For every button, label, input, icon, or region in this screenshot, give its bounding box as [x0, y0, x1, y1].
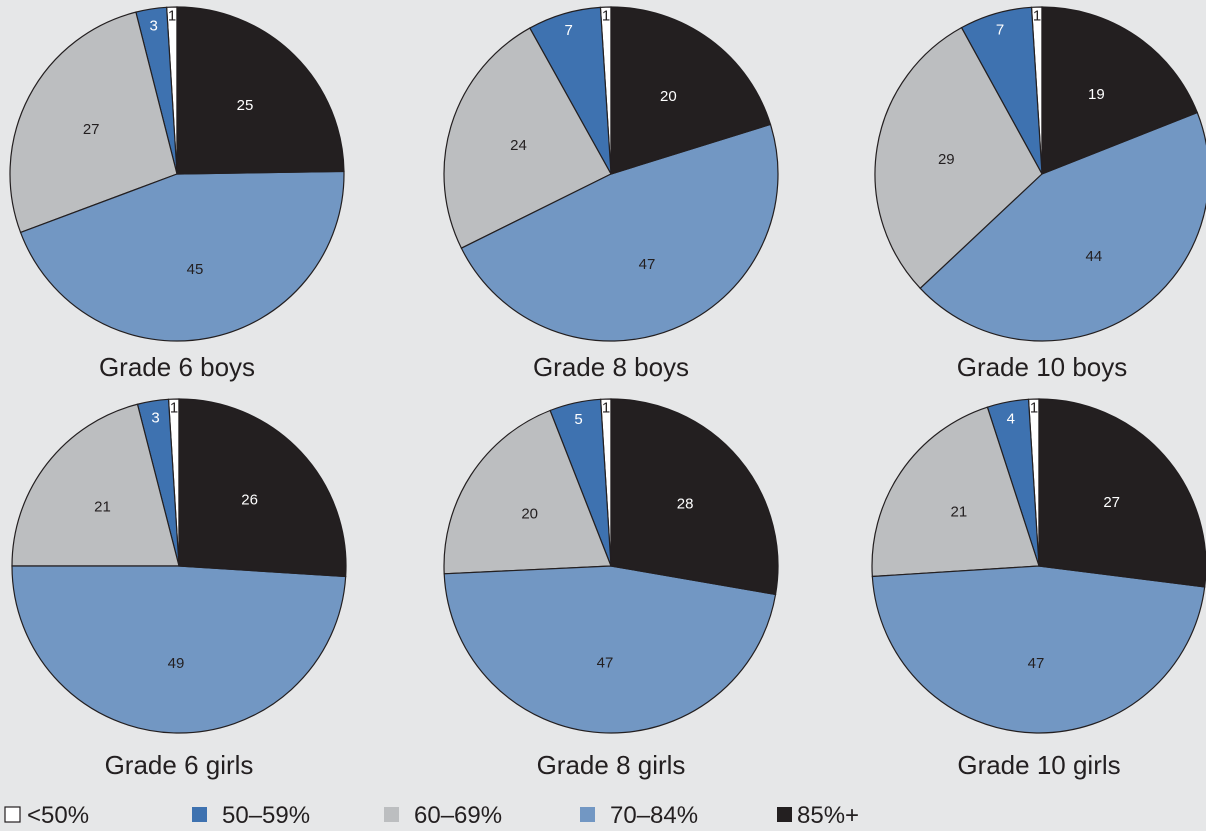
pie-grade-6-girls: 13 21 49 26 Grade 6 girls [11, 398, 347, 780]
slice-grade-10-boys-3 [874, 26, 1043, 290]
slice-label-grade-8-boys-2: 7 [565, 22, 573, 39]
slice-label-grade-8-girls-2: 5 [574, 411, 582, 428]
pie-grade-8-boys: 1 7 24 47 20 Grade 8 boys [443, 6, 779, 382]
slice-label-grade-8-boys-5: 20 [660, 88, 677, 105]
slice-label-grade-10-girls-3: 21 [951, 504, 968, 521]
legend-label-2: 50–59% [222, 802, 310, 829]
slice-grade-10-girls-3 [871, 406, 1040, 578]
slice-label-grade-10-boys-3: 29 [938, 151, 955, 168]
legend-swatch-4 [580, 807, 595, 822]
slice-label-grade-10-boys-1: 1 [1033, 7, 1041, 24]
legend-label-4: 70–84% [610, 802, 698, 829]
legend-label-5: 85%+ [797, 802, 859, 829]
slice-label-grade-6-boys-1: 1 [168, 7, 176, 24]
slice-grade-6-girls-3 [11, 403, 180, 567]
slice-grade-8-girls-5 [610, 398, 779, 596]
slice-grade-8-girls-4 [443, 565, 777, 734]
slice-grade-10-boys-4 [919, 111, 1206, 342]
slice-label-grade-10-girls-2: 4 [1007, 410, 1015, 427]
slice-label-grade-6-girls-1: 1 [170, 399, 178, 416]
slice-label-grade-8-girls-4: 47 [597, 655, 614, 672]
pie-title-grade-8-girls: Grade 8 girls [537, 750, 686, 780]
pie-title-grade-6-girls: Grade 6 girls [105, 750, 254, 780]
legend-label-1: <50% [27, 802, 89, 829]
slice-grade-8-boys-4 [460, 123, 779, 342]
slice-label-grade-6-girls-4: 49 [168, 655, 185, 672]
slice-grade-8-boys-3 [443, 27, 612, 249]
slice-label-grade-10-boys-4: 44 [1086, 248, 1103, 265]
slice-label-grade-10-girls-1: 1 [1030, 399, 1038, 416]
legend-swatch-5 [777, 807, 792, 822]
slice-label-grade-8-girls-3: 20 [521, 505, 538, 522]
slice-grade-6-boys-5 [176, 6, 345, 175]
slice-grade-8-boys-5 [610, 6, 772, 175]
slice-grade-10-boys-5 [1041, 6, 1199, 175]
slice-label-grade-10-boys-5: 19 [1088, 86, 1105, 103]
pie-grade-10-boys: 1 7 29 44 19 Grade 10 boys [874, 6, 1206, 382]
pie-title-grade-6-boys: Grade 6 boys [99, 352, 255, 382]
pie-title-grade-8-boys: Grade 8 boys [533, 352, 689, 382]
slice-grade-6-boys-4 [19, 170, 345, 342]
pie-title-grade-10-boys: Grade 10 boys [957, 352, 1128, 382]
legend-swatch-2 [192, 807, 207, 822]
pie-title-grade-10-girls: Grade 10 girls [957, 750, 1120, 780]
slice-label-grade-6-girls-5: 26 [241, 492, 258, 509]
slice-grade-6-girls-5 [178, 398, 347, 578]
slice-grade-6-girls-4 [11, 565, 347, 734]
slice-label-grade-8-girls-5: 28 [677, 496, 694, 513]
slice-label-grade-8-boys-1: 1 [602, 7, 610, 24]
slice-grade-10-girls-5 [1038, 398, 1206, 588]
pie-grade-8-girls: 1 5 20 47 28 Grade 8 girls [443, 398, 779, 780]
slice-grade-8-girls-3 [443, 409, 612, 575]
slice-label-grade-10-girls-5: 27 [1103, 494, 1120, 511]
slice-label-grade-6-girls-3: 21 [94, 499, 111, 516]
slice-label-grade-6-boys-4: 45 [187, 261, 204, 278]
slice-grade-6-boys-3 [9, 11, 178, 234]
slice-label-grade-6-boys-2: 3 [150, 18, 158, 35]
pie-grade-6-boys: 13 27 45 25 Grade 6 boys [9, 6, 345, 382]
slice-label-grade-10-girls-4: 47 [1028, 655, 1045, 672]
slice-label-grade-6-boys-3: 27 [83, 121, 100, 138]
slice-label-grade-8-boys-4: 47 [639, 256, 656, 273]
slice-label-grade-6-boys-5: 25 [237, 97, 254, 114]
pie-grade-10-girls: 14 21 47 27 Grade 10 girls [871, 398, 1206, 780]
slice-label-grade-6-girls-2: 3 [151, 410, 159, 427]
legend-swatch-1 [4, 806, 21, 823]
slice-label-grade-10-boys-2: 7 [996, 22, 1004, 39]
slice-grade-10-girls-4 [871, 565, 1206, 734]
legend-swatch-3 [384, 807, 399, 822]
legend: <50% 50–59% 60–69% 70–84% 85%+ [4, 802, 859, 829]
legend-label-3: 60–69% [414, 802, 502, 829]
slice-label-grade-8-girls-1: 1 [602, 399, 610, 416]
slice-label-grade-8-boys-3: 24 [510, 137, 527, 154]
